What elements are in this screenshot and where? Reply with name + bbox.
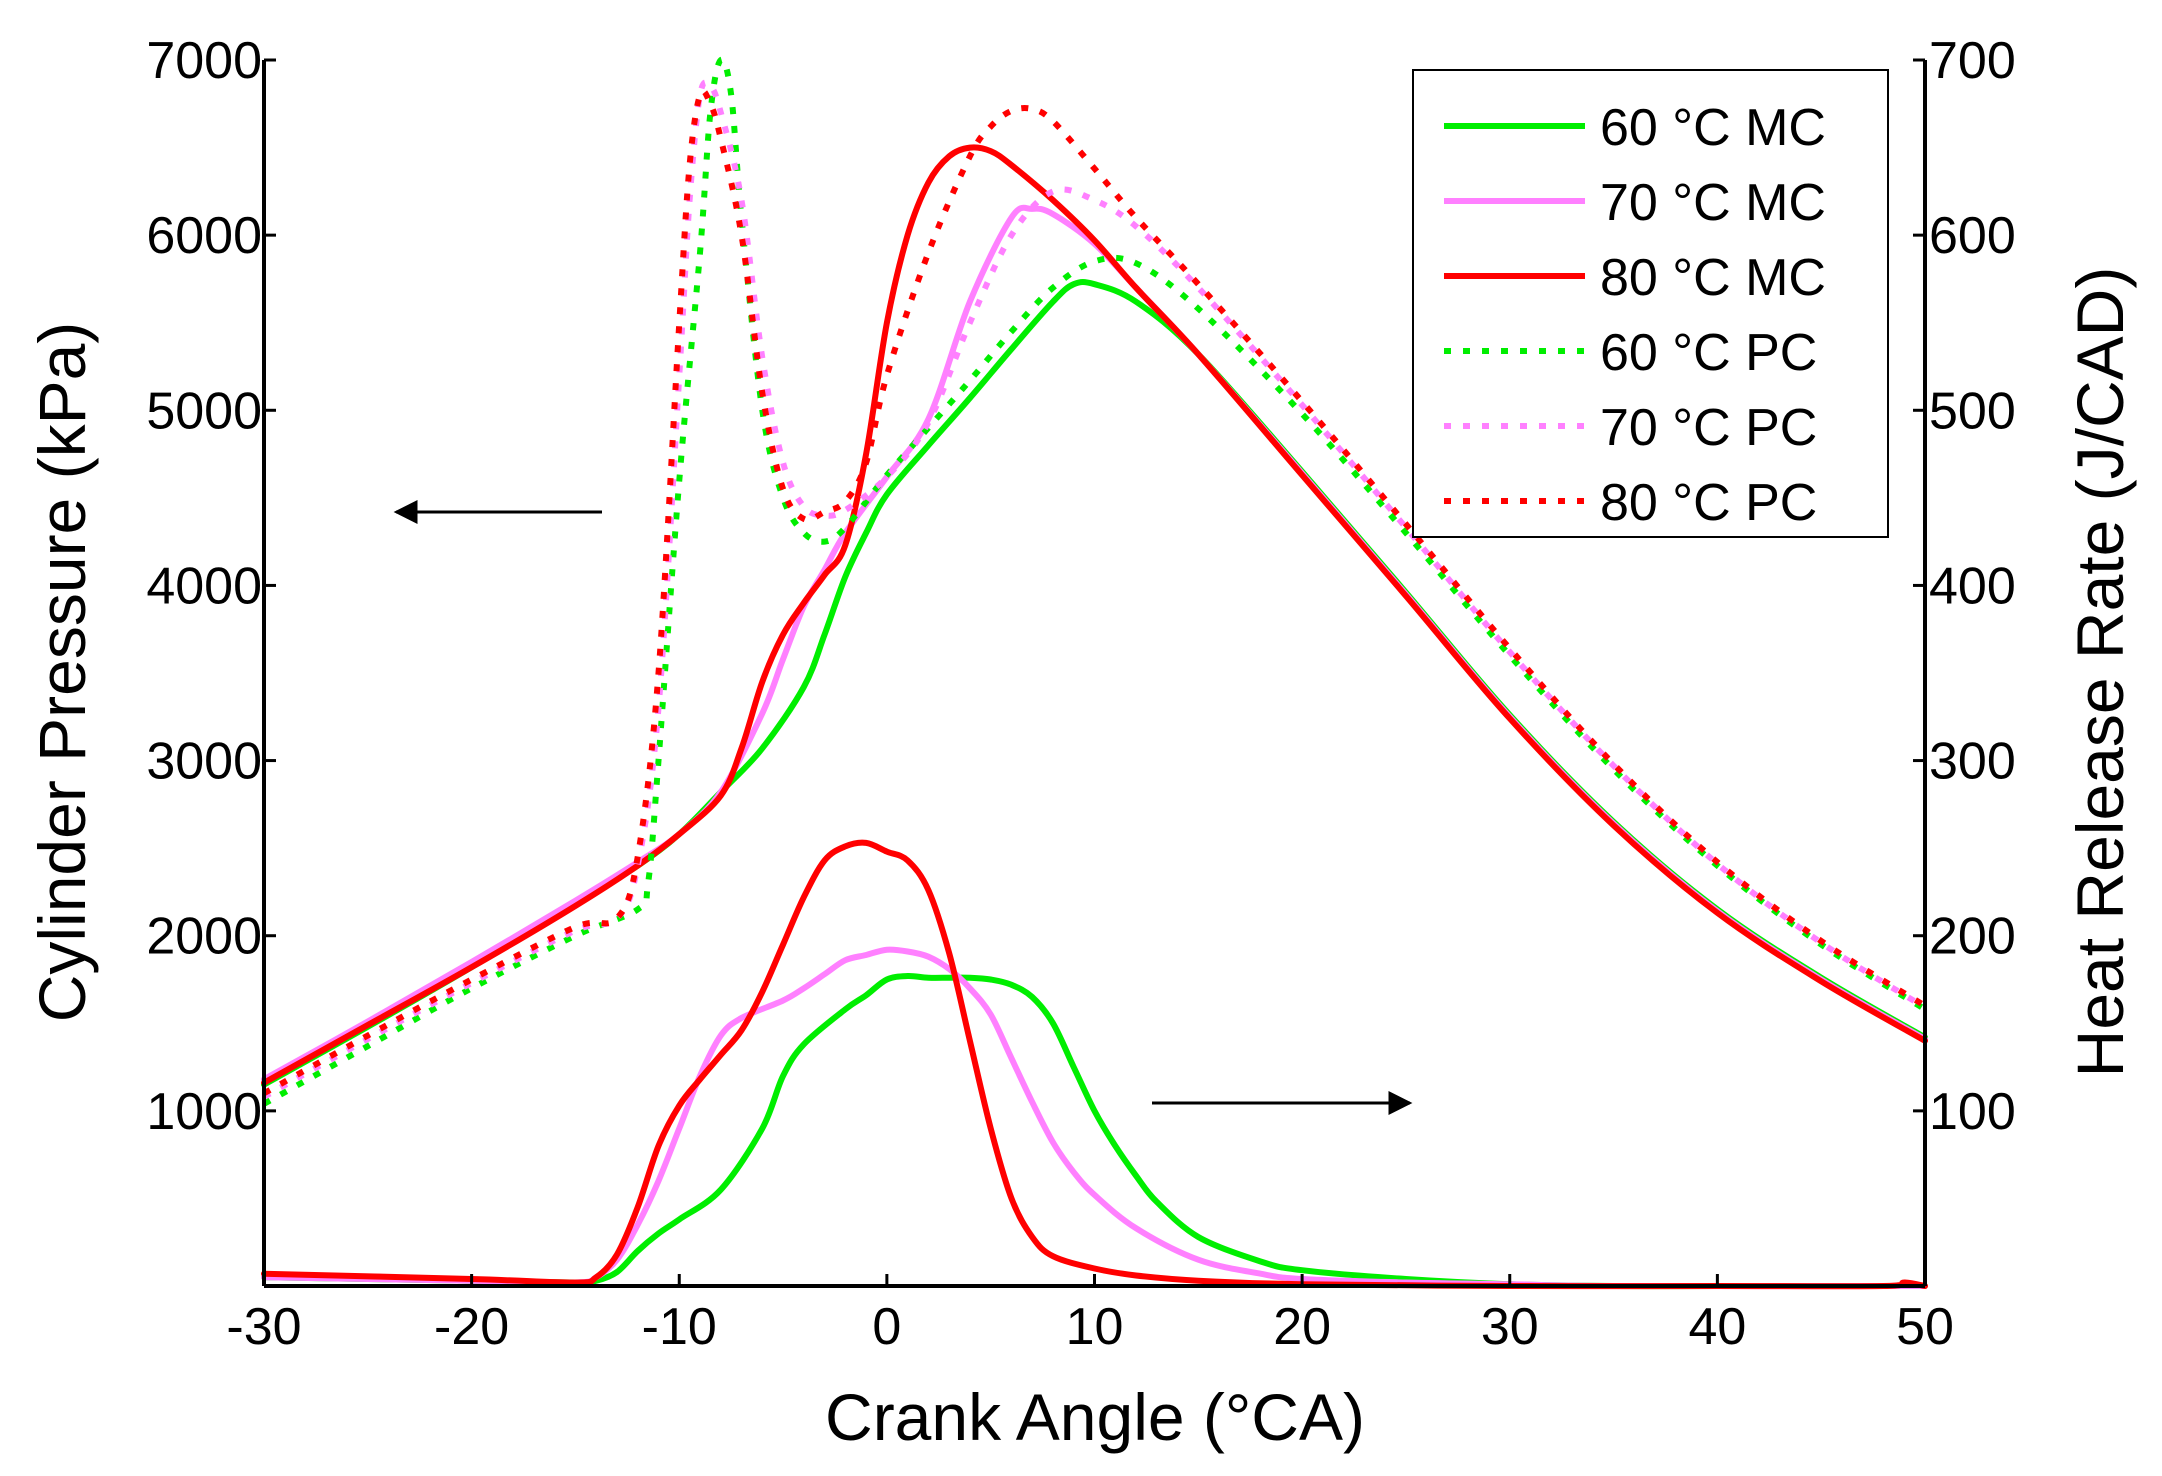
left-y-tick-label: 2000 [146,908,262,966]
x-tick-label: 30 [1481,1298,1539,1356]
x-tick-label: -30 [226,1298,301,1356]
right-y-tick-label: 200 [1929,908,2016,966]
right-y-tick-label: 500 [1929,382,2016,440]
series-hrr-60-c-mc [261,972,1928,1290]
right-y-tick-label: 100 [1929,1083,2016,1141]
left-y-axis-title: Cylinder Pressure (kPa) [25,322,99,1023]
x-tick-label: 50 [1896,1298,1954,1356]
x-tick-label: 20 [1273,1298,1331,1356]
left-y-tick-label: 7000 [146,32,262,90]
x-tick-label: 40 [1688,1298,1746,1356]
series-hrr-80-c-mc [261,839,1928,1290]
left-y-tick-label: 1000 [146,1083,262,1141]
legend-box [1412,69,1889,538]
x-tick-label: 0 [872,1298,901,1356]
legend-label: 70 °C PC [1600,399,1817,457]
legend-label: 60 °C PC [1600,324,1817,382]
legend-label: 80 °C PC [1600,474,1817,532]
left-y-tick-label: 3000 [146,733,262,791]
right-y-axis-title: Heat Release Rate (J/CAD) [2063,267,2137,1078]
legend-label: 70 °C MC [1600,174,1826,232]
x-tick-label: -10 [642,1298,717,1356]
legend-label: 80 °C MC [1600,249,1826,307]
left-y-tick-label: 5000 [146,382,262,440]
x-tick-label: -20 [434,1298,509,1356]
x-axis-title: Crank Angle (°CA) [825,1380,1365,1454]
series-pressure-80-c-mc [261,144,1928,1086]
series-layer [261,56,1928,1290]
series-pressure-80-c-pc [262,88,1927,1096]
x-tick-label: 10 [1066,1298,1124,1356]
series-hrr-70-c-mc [261,946,1928,1290]
series-pressure-60-c-pc [262,56,1927,1107]
tick-layer: -30 -20 -10 0 10 20 30 40 50 1000 2000 3000 4000 5000… [146,32,2015,1356]
legend: 60 °C MC 70 °C MC 80 °C MC 60 °C PC 70 °C PC… [1412,69,1889,538]
right-y-tick-label: 300 [1929,733,2016,791]
right-y-tick-label: 600 [1929,207,2016,265]
left-y-tick-label: 6000 [146,207,262,265]
legend-label: 60 °C MC [1600,99,1826,157]
right-y-tick-label: 400 [1929,557,2016,615]
right-y-tick-label: 700 [1929,32,2016,90]
left-y-tick-label: 4000 [146,557,262,615]
